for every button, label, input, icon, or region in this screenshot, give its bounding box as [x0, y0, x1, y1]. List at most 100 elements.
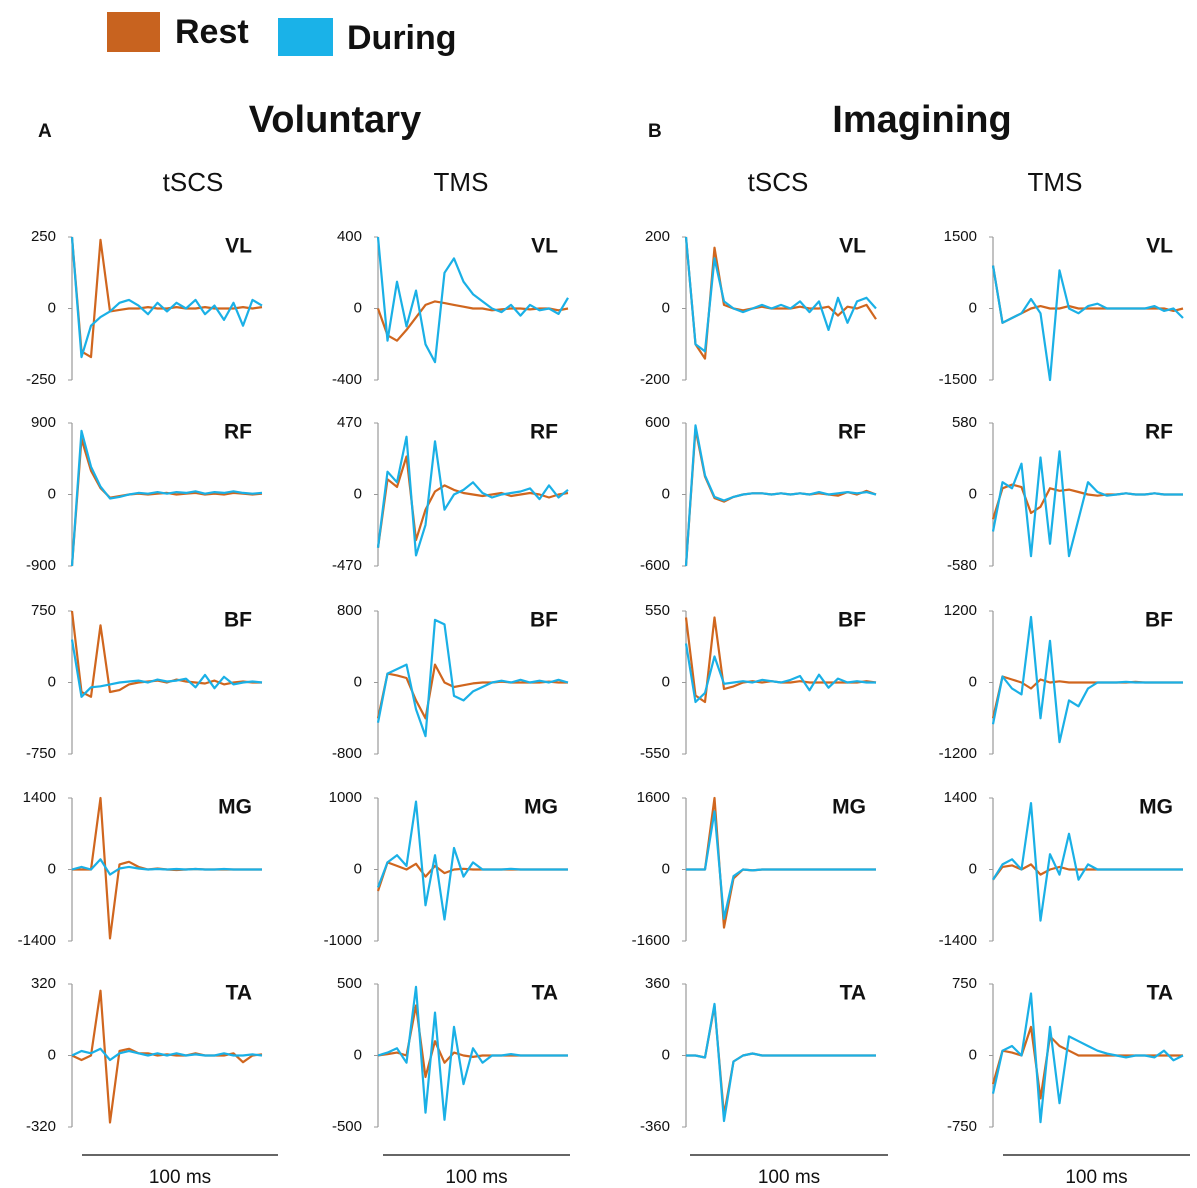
signal-line — [686, 810, 876, 920]
y-tick-label: 470 — [337, 414, 362, 431]
signal-line — [991, 483, 1183, 520]
y-tick-label: 0 — [969, 860, 977, 877]
y-tick-label: 360 — [645, 975, 670, 992]
signal-line — [71, 1047, 263, 1062]
muscle-label: BF — [224, 609, 252, 632]
signal-line — [376, 455, 569, 548]
y-tick-label: 750 — [952, 975, 977, 992]
signal-line — [991, 992, 1184, 1124]
y-tick-label: -550 — [640, 745, 670, 762]
muscle-label: TA — [840, 982, 866, 1005]
muscle-label: TA — [532, 982, 558, 1005]
y-tick-label: 0 — [662, 1046, 670, 1063]
y-tick-label: -1400 — [18, 932, 56, 949]
signal-line — [70, 639, 263, 698]
muscle-label: RF — [530, 421, 558, 444]
y-tick-label: 0 — [354, 299, 362, 316]
muscle-label: VL — [225, 235, 252, 258]
muscle-label: MG — [832, 796, 866, 819]
signal-line — [376, 435, 569, 557]
signal-line — [376, 800, 568, 921]
y-tick-label: 0 — [662, 485, 670, 502]
y-tick-label: 0 — [48, 1046, 56, 1063]
y-tick-label: 0 — [969, 485, 977, 502]
y-tick-label: -580 — [947, 557, 977, 574]
y-tick-label: 0 — [662, 299, 670, 316]
y-tick-label: -800 — [332, 745, 362, 762]
signal-line — [72, 796, 262, 940]
y-tick-label: -1200 — [939, 745, 977, 762]
signal-line — [684, 424, 877, 567]
muscle-label: VL — [1146, 235, 1173, 258]
panel-title: Voluntary — [249, 99, 421, 141]
y-tick-label: 1600 — [637, 789, 670, 806]
signal-line — [70, 437, 263, 567]
y-tick-label: 800 — [337, 602, 362, 619]
y-tick-label: 1200 — [944, 602, 977, 619]
y-tick-label: 550 — [645, 602, 670, 619]
y-tick-label: -400 — [332, 371, 362, 388]
y-tick-label: 0 — [354, 485, 362, 502]
y-tick-label: -1500 — [939, 371, 977, 388]
signal-line — [70, 429, 263, 567]
muscle-label: BF — [530, 609, 558, 632]
y-tick-label: 0 — [662, 673, 670, 690]
y-tick-label: 0 — [48, 299, 56, 316]
signal-line — [70, 236, 263, 359]
y-tick-label: 600 — [645, 414, 670, 431]
y-tick-label: 900 — [31, 414, 56, 431]
muscle-label: BF — [1145, 609, 1173, 632]
signal-line — [377, 1004, 568, 1079]
y-tick-label: -900 — [26, 557, 56, 574]
signal-line — [991, 615, 1183, 744]
scale-label: 100 ms — [1065, 1167, 1127, 1188]
signal-line — [376, 663, 568, 720]
y-tick-label: -750 — [947, 1118, 977, 1135]
signal-line — [991, 450, 1183, 558]
y-tick-label: 500 — [337, 975, 362, 992]
panel-letter: B — [648, 121, 662, 142]
muscle-label: VL — [531, 235, 558, 258]
muscle-label: RF — [1145, 421, 1173, 444]
y-tick-label: 400 — [337, 228, 362, 245]
y-tick-label: 580 — [952, 414, 977, 431]
scale-label: 100 ms — [149, 1167, 211, 1188]
signal-line — [992, 802, 1183, 922]
muscle-label: MG — [1139, 796, 1173, 819]
y-tick-label: -250 — [26, 371, 56, 388]
y-tick-label: -470 — [332, 557, 362, 574]
y-tick-label: -1600 — [632, 932, 670, 949]
signal-line — [684, 236, 877, 360]
y-tick-label: -600 — [640, 557, 670, 574]
y-tick-label: 0 — [354, 1046, 362, 1063]
signal-line — [686, 1004, 876, 1117]
column-header: TMS — [434, 167, 489, 197]
y-tick-label: -200 — [640, 371, 670, 388]
panel-letter: A — [38, 121, 52, 142]
muscle-label: BF — [838, 609, 866, 632]
y-tick-label: 0 — [354, 673, 362, 690]
signal-line — [684, 643, 876, 704]
legend-swatch — [107, 12, 160, 52]
y-tick-label: 200 — [645, 228, 670, 245]
y-tick-label: -1000 — [324, 932, 362, 949]
signal-line — [376, 618, 569, 738]
y-tick-label: 250 — [31, 228, 56, 245]
signal-line — [377, 985, 568, 1121]
y-tick-label: -360 — [640, 1118, 670, 1135]
y-tick-label: -320 — [26, 1118, 56, 1135]
scale-label: 100 ms — [445, 1167, 507, 1188]
column-header: TMS — [1028, 167, 1083, 197]
signal-line — [376, 236, 569, 364]
y-tick-label: 0 — [48, 860, 56, 877]
y-tick-label: 1000 — [329, 789, 362, 806]
signal-line — [686, 1002, 876, 1123]
muscle-label: TA — [226, 982, 252, 1005]
muscle-label: RF — [838, 421, 866, 444]
y-tick-label: 0 — [354, 860, 362, 877]
signal-line — [376, 300, 569, 342]
y-tick-label: 0 — [969, 299, 977, 316]
column-header: tSCS — [163, 167, 224, 197]
y-tick-label: -500 — [332, 1118, 362, 1135]
